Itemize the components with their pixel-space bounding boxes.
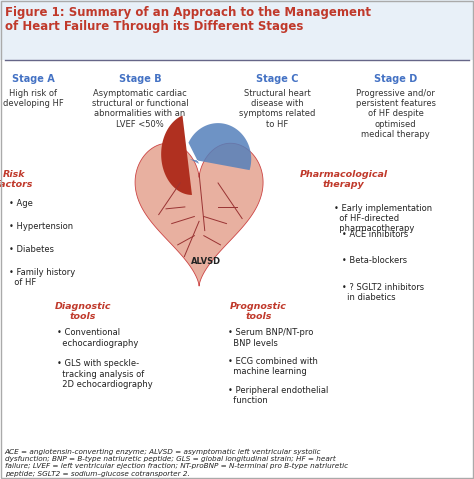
- Text: ACE = angiotensin-converting enzyme; ALVSD = asymptomatic left ventricular systo: ACE = angiotensin-converting enzyme; ALV…: [5, 449, 348, 477]
- Text: Stage C: Stage C: [256, 74, 299, 84]
- Text: Stage B: Stage B: [118, 74, 161, 84]
- Text: High risk of
developing HF: High risk of developing HF: [3, 89, 64, 108]
- Text: Figure 1: Summary of an Approach to the Management: Figure 1: Summary of an Approach to the …: [5, 6, 371, 19]
- Text: • Peripheral endothelial
  function: • Peripheral endothelial function: [228, 386, 328, 405]
- FancyBboxPatch shape: [0, 0, 474, 60]
- Text: Asymptomatic cardiac
structural or functional
abnormalities with an
LVEF <50%: Asymptomatic cardiac structural or funct…: [91, 89, 188, 129]
- Text: • Conventional
  echocardiography: • Conventional echocardiography: [57, 328, 138, 348]
- Text: • Beta-blockers: • Beta-blockers: [334, 256, 407, 265]
- Text: • GLS with speckle-
  tracking analysis of
  2D echocardiography: • GLS with speckle- tracking analysis of…: [57, 359, 153, 389]
- Text: Diagnostic
tools: Diagnostic tools: [55, 302, 111, 321]
- Text: ALVSD: ALVSD: [191, 257, 221, 265]
- Text: • Family history
  of HF: • Family history of HF: [9, 268, 76, 287]
- Text: Structural heart
disease with
symptoms related
to HF: Structural heart disease with symptoms r…: [239, 89, 316, 129]
- Text: Progressive and/or
persistent features
of HF despite
optimised
medical therapy: Progressive and/or persistent features o…: [356, 89, 436, 139]
- Text: Stage D: Stage D: [374, 74, 418, 84]
- Text: • Age: • Age: [9, 199, 33, 208]
- Text: • Diabetes: • Diabetes: [9, 245, 55, 254]
- Text: Pharmacological
therapy: Pharmacological therapy: [300, 170, 388, 190]
- Text: • Early implementation
  of HF-directed
  pharmacotherapy: • Early implementation of HF-directed ph…: [334, 204, 432, 233]
- Text: • Serum BNP/NT-pro
  BNP levels: • Serum BNP/NT-pro BNP levels: [228, 328, 313, 348]
- Text: of Heart Failure Through its Different Stages: of Heart Failure Through its Different S…: [5, 20, 303, 33]
- Text: • ECG combined with
  machine learning: • ECG combined with machine learning: [228, 357, 318, 376]
- Polygon shape: [135, 143, 263, 286]
- Polygon shape: [189, 123, 251, 170]
- Text: Stage A: Stage A: [12, 74, 55, 84]
- Polygon shape: [161, 115, 192, 195]
- Text: Prognostic
tools: Prognostic tools: [230, 302, 287, 321]
- Text: Risk
factors: Risk factors: [0, 170, 33, 190]
- Text: • ? SGLT2 inhibitors
     in diabetics: • ? SGLT2 inhibitors in diabetics: [334, 283, 424, 302]
- Text: • ACE inhibitors: • ACE inhibitors: [334, 230, 409, 239]
- Text: • Hypertension: • Hypertension: [9, 222, 73, 231]
